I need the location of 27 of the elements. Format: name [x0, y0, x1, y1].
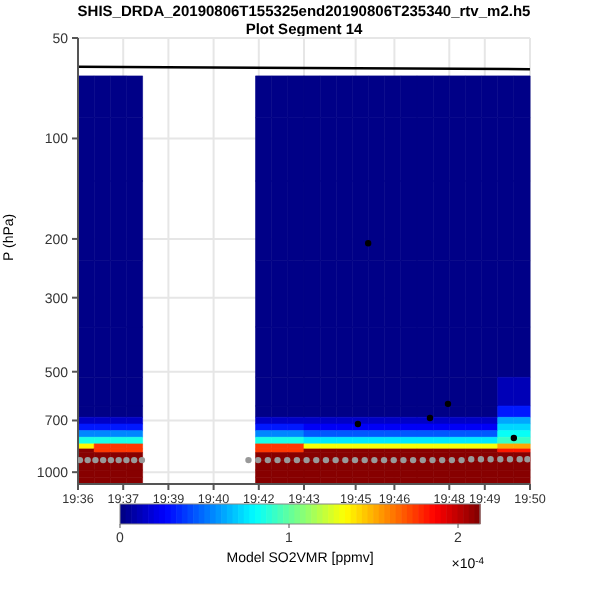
point: [426, 414, 434, 422]
point: [313, 456, 320, 464]
point: [92, 456, 99, 464]
point: [264, 456, 272, 464]
point: [477, 456, 485, 463]
point: [510, 434, 518, 442]
point: [332, 456, 339, 464]
point: [409, 456, 417, 464]
point: [444, 400, 452, 408]
point: [138, 456, 146, 464]
point: [354, 420, 362, 428]
point: [284, 456, 291, 464]
point: [497, 456, 504, 463]
point: [303, 456, 310, 464]
point: [400, 456, 407, 464]
point: [254, 456, 262, 464]
point: [351, 456, 359, 464]
point: [429, 456, 436, 464]
point: [380, 456, 388, 464]
point: [448, 456, 456, 464]
point: [245, 456, 252, 464]
point: [364, 240, 372, 247]
point: [524, 456, 530, 463]
point: [123, 456, 130, 464]
point: [107, 456, 115, 464]
point: [78, 456, 84, 464]
point: [506, 456, 514, 463]
